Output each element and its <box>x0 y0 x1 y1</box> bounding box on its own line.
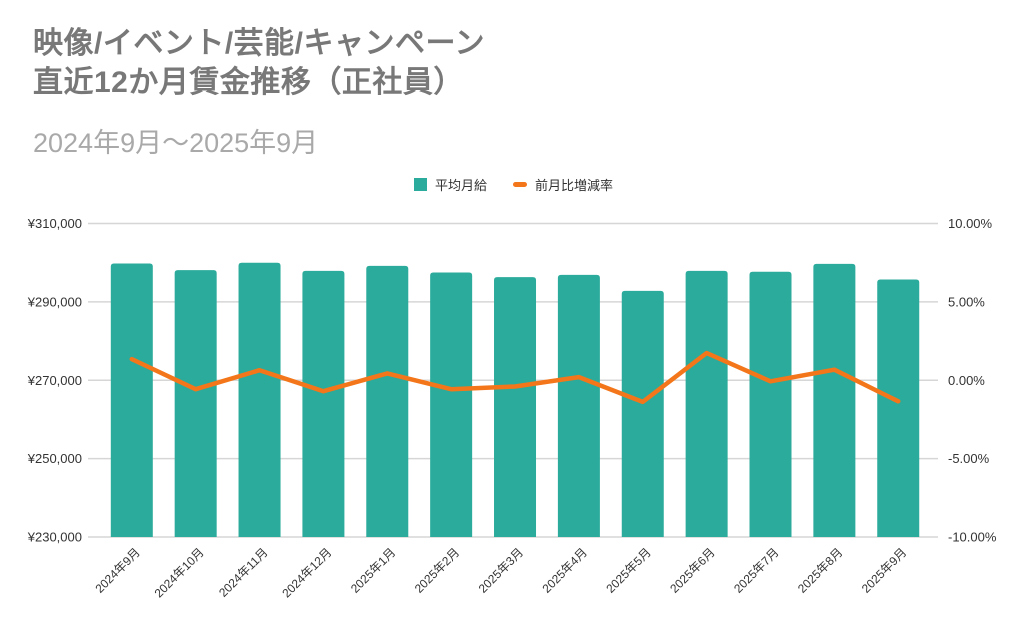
x-axis-label: 2025年7月 <box>731 545 781 595</box>
salary-bar <box>238 262 281 537</box>
salary-bar <box>430 272 473 537</box>
pct-series-swatch-icon <box>513 182 528 187</box>
right-axis-tick-label: -10.00% <box>948 530 997 545</box>
salary-bar <box>813 263 856 537</box>
salary-bar <box>685 270 728 537</box>
left-axis-tick-label: ¥290,000 <box>27 294 82 309</box>
legend-label-salary: 平均月給 <box>435 178 488 193</box>
salary-bar <box>110 263 153 537</box>
salary-bar <box>174 270 217 537</box>
x-axis-label: 2024年11月 <box>216 545 271 600</box>
page-title-line1: 映像/イベント/芸能/キャンペーン <box>33 27 486 60</box>
left-axis-tick-label: ¥250,000 <box>27 451 82 466</box>
salary-series-swatch-icon <box>414 178 427 191</box>
x-axis-label: 2024年9月 <box>92 545 142 595</box>
salary-bar <box>366 265 409 537</box>
left-axis-tick-label: ¥310,000 <box>27 216 82 231</box>
x-axis-label: 2025年3月 <box>476 545 526 595</box>
legend-label-pct: 前月比増減率 <box>535 178 614 193</box>
left-axis-tick-label: ¥270,000 <box>27 373 82 388</box>
left-axis-tick-label: ¥230,000 <box>27 530 82 545</box>
legend-item-salary: 平均月給 <box>414 175 487 194</box>
pct-change-line <box>129 350 901 405</box>
legend-item-pct: 前月比増減率 <box>513 175 613 194</box>
chart-subtitle: 2024年9月～2025年9月 <box>33 128 319 158</box>
x-axis-label: 2025年4月 <box>540 545 590 595</box>
page-title: 映像/イベント/芸能/キャンペーン 直近12か月賃金推移（正社員） <box>33 24 485 102</box>
legend: 平均月給 前月比増減率 <box>414 175 613 194</box>
x-axis-label: 2024年10月 <box>152 545 207 600</box>
x-axis-label: 2025年8月 <box>795 545 845 595</box>
x-axis-label: 2025年9月 <box>859 545 909 595</box>
salary-bar <box>494 277 537 537</box>
page-title-line2: 直近12か月賃金推移（正社員） <box>33 66 464 99</box>
salary-bar <box>749 271 792 537</box>
salary-bar <box>302 270 345 537</box>
right-axis-tick-label: 10.00% <box>948 216 993 231</box>
right-axis-tick-label: 0.00% <box>948 373 985 388</box>
x-axis-label: 2025年6月 <box>667 545 717 595</box>
salary-bar <box>621 290 664 537</box>
salary-bar <box>877 279 920 537</box>
salary-bar <box>557 274 600 537</box>
x-axis-label: 2025年1月 <box>348 545 398 595</box>
right-axis-tick-label: 5.00% <box>948 294 985 309</box>
x-axis-label: 2025年5月 <box>603 545 653 595</box>
right-axis-tick-label: -5.00% <box>948 451 990 466</box>
x-axis-label: 2024年12月 <box>279 545 334 600</box>
x-axis-label: 2025年2月 <box>412 545 462 595</box>
